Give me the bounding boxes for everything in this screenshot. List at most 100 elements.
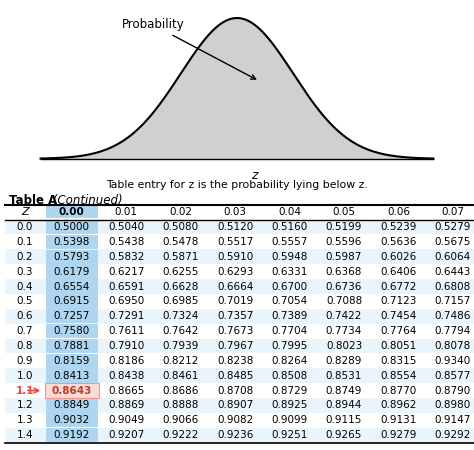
Text: 0.6443: 0.6443 xyxy=(435,267,471,277)
Text: 0.03: 0.03 xyxy=(224,207,246,217)
Text: 0.6064: 0.6064 xyxy=(435,252,471,262)
Text: 0.9082: 0.9082 xyxy=(217,415,253,425)
Bar xyxy=(46,354,98,368)
Bar xyxy=(5,264,474,279)
Text: 0.3: 0.3 xyxy=(17,267,33,277)
Text: 0.6406: 0.6406 xyxy=(380,267,417,277)
Text: 0.06: 0.06 xyxy=(387,207,410,217)
Text: 0.8159: 0.8159 xyxy=(54,356,90,366)
Text: 0.5160: 0.5160 xyxy=(272,222,308,232)
Text: 1.4: 1.4 xyxy=(17,430,33,440)
Text: 0.9099: 0.9099 xyxy=(272,415,308,425)
Bar xyxy=(5,234,474,249)
Text: 0.8962: 0.8962 xyxy=(380,400,417,410)
Text: 0.7967: 0.7967 xyxy=(217,341,253,351)
Text: 0.7357: 0.7357 xyxy=(217,311,253,321)
Bar xyxy=(46,279,98,294)
Text: 0.5199: 0.5199 xyxy=(326,222,362,232)
Text: 0.8078: 0.8078 xyxy=(435,341,471,351)
Text: 1.2: 1.2 xyxy=(17,400,33,410)
Text: 0.5438: 0.5438 xyxy=(108,237,145,247)
Text: 0.7088: 0.7088 xyxy=(326,297,362,306)
Bar xyxy=(46,339,98,353)
Text: 0.7939: 0.7939 xyxy=(163,341,199,351)
Text: 0.6736: 0.6736 xyxy=(326,282,362,292)
Text: 0.7422: 0.7422 xyxy=(326,311,362,321)
Text: 0.9207: 0.9207 xyxy=(108,430,145,440)
Text: 0.7019: 0.7019 xyxy=(217,297,253,306)
Text: 0.5948: 0.5948 xyxy=(272,252,308,262)
Text: 0.7881: 0.7881 xyxy=(54,341,90,351)
Text: 0.9279: 0.9279 xyxy=(380,430,417,440)
Text: 0.5793: 0.5793 xyxy=(54,252,90,262)
Text: 0.5832: 0.5832 xyxy=(108,252,145,262)
Text: 0.7324: 0.7324 xyxy=(163,311,199,321)
Text: 0.7704: 0.7704 xyxy=(272,326,308,336)
Text: 0.5871: 0.5871 xyxy=(163,252,199,262)
Text: 0.05: 0.05 xyxy=(333,207,356,217)
Text: 0.9222: 0.9222 xyxy=(163,430,199,440)
Bar xyxy=(5,249,474,264)
Text: 0.7611: 0.7611 xyxy=(108,326,145,336)
Text: 0.00: 0.00 xyxy=(59,207,85,217)
Text: 0.7580: 0.7580 xyxy=(54,326,90,336)
Text: 0.8686: 0.8686 xyxy=(163,386,199,396)
Text: 0.6255: 0.6255 xyxy=(163,267,199,277)
Text: 0.5910: 0.5910 xyxy=(217,252,253,262)
Text: 0.9251: 0.9251 xyxy=(272,430,308,440)
Text: 0.8577: 0.8577 xyxy=(435,371,471,381)
Text: 0.7291: 0.7291 xyxy=(108,311,145,321)
Text: 0.5987: 0.5987 xyxy=(326,252,362,262)
Text: 0.07: 0.07 xyxy=(441,207,465,217)
Text: 0.8023: 0.8023 xyxy=(326,341,362,351)
Text: 0.8531: 0.8531 xyxy=(326,371,362,381)
Bar xyxy=(46,413,98,428)
Text: 0.7: 0.7 xyxy=(17,326,33,336)
Text: 1.0: 1.0 xyxy=(17,371,33,381)
Bar xyxy=(5,338,474,353)
Text: 0.9066: 0.9066 xyxy=(163,415,199,425)
Text: 0.7157: 0.7157 xyxy=(435,297,471,306)
Text: 0.6331: 0.6331 xyxy=(272,267,308,277)
Bar xyxy=(46,398,98,413)
Bar xyxy=(5,279,474,294)
Text: 0.8888: 0.8888 xyxy=(163,400,199,410)
Text: 0.6772: 0.6772 xyxy=(380,282,417,292)
Text: 0.7910: 0.7910 xyxy=(108,341,145,351)
Bar xyxy=(46,235,98,249)
Text: Probability: Probability xyxy=(121,18,255,79)
Text: 0.8665: 0.8665 xyxy=(108,386,145,396)
Text: 0.4: 0.4 xyxy=(17,282,33,292)
Text: 0.8770: 0.8770 xyxy=(380,386,417,396)
Bar xyxy=(46,369,98,383)
Text: 0.8749: 0.8749 xyxy=(326,386,362,396)
Text: 0.7995: 0.7995 xyxy=(272,341,308,351)
Text: 0.8729: 0.8729 xyxy=(272,386,308,396)
Text: 0.8289: 0.8289 xyxy=(326,356,362,366)
Text: 0.7486: 0.7486 xyxy=(435,311,471,321)
Text: 0.5478: 0.5478 xyxy=(163,237,199,247)
Text: 0.5120: 0.5120 xyxy=(217,222,253,232)
Text: 0.8315: 0.8315 xyxy=(380,356,417,366)
Text: 0.5239: 0.5239 xyxy=(380,222,417,232)
Text: 0.7054: 0.7054 xyxy=(272,297,308,306)
Text: 0.6026: 0.6026 xyxy=(380,252,417,262)
Text: 0.5398: 0.5398 xyxy=(54,237,90,247)
Text: 0.8554: 0.8554 xyxy=(380,371,417,381)
Text: 0.8413: 0.8413 xyxy=(54,371,90,381)
Text: 0.8790: 0.8790 xyxy=(435,386,471,396)
Text: 0.8438: 0.8438 xyxy=(108,371,145,381)
Text: 0.8944: 0.8944 xyxy=(326,400,362,410)
Text: 0.8925: 0.8925 xyxy=(272,400,308,410)
Text: 0.7389: 0.7389 xyxy=(272,311,308,321)
Bar xyxy=(46,250,98,264)
Text: 0.9292: 0.9292 xyxy=(435,430,471,440)
Text: 0.6628: 0.6628 xyxy=(163,282,199,292)
Text: 0.6664: 0.6664 xyxy=(217,282,253,292)
Text: 0.8186: 0.8186 xyxy=(108,356,145,366)
Bar xyxy=(5,413,474,428)
Text: 0.9: 0.9 xyxy=(17,356,33,366)
Text: 0.5000: 0.5000 xyxy=(54,222,90,232)
Text: 0.6368: 0.6368 xyxy=(326,267,362,277)
Text: 0.0: 0.0 xyxy=(17,222,33,232)
